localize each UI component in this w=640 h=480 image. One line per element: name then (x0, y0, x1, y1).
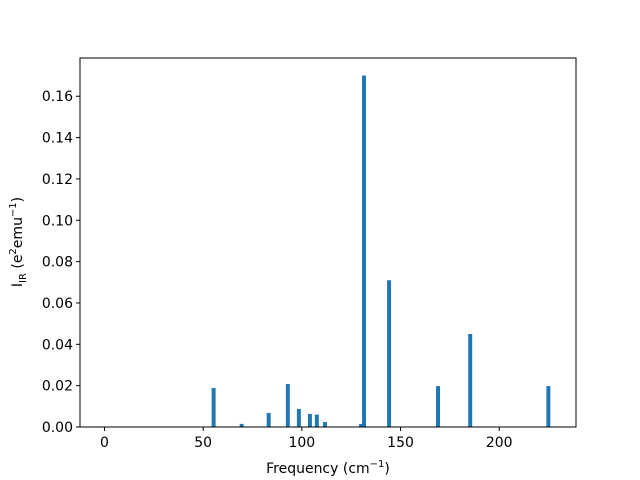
x-tick-label: 200 (486, 435, 513, 451)
bar (468, 333, 473, 427)
bar (359, 423, 364, 427)
bar (436, 386, 441, 427)
label-part: ) (384, 461, 389, 477)
bar (314, 414, 319, 427)
bar (266, 412, 271, 427)
bar (285, 384, 290, 427)
y-tick-label: 0.06 (42, 296, 73, 312)
y-tick-label: 0.16 (42, 89, 73, 105)
label-part: emu (10, 217, 26, 248)
label-part: (e (10, 255, 26, 274)
x-tick-label: 0 (100, 435, 109, 451)
bar (322, 422, 327, 427)
label-part: −1 (8, 202, 19, 217)
x-tick-label: 50 (194, 435, 212, 451)
label-part: ) (10, 197, 26, 202)
y-tick-label: 0.08 (42, 255, 73, 271)
label-part: 2 (8, 248, 19, 254)
y-tick-label: 0.00 (42, 420, 73, 436)
label-part: Frequency (cm (266, 461, 370, 477)
x-tick-label: 100 (288, 435, 315, 451)
x-axis-label: Frequency (cm−1) (266, 459, 390, 477)
bar (296, 409, 301, 427)
label-part: IR (18, 273, 29, 283)
label-part: I (10, 283, 26, 287)
bar (307, 413, 312, 427)
label-part: −1 (370, 459, 385, 470)
x-tick-label: 150 (387, 435, 414, 451)
bar (362, 75, 366, 428)
y-tick-label: 0.04 (42, 337, 73, 353)
bar (239, 423, 244, 427)
bar (546, 386, 551, 427)
y-tick-label: 0.10 (42, 213, 73, 229)
y-axis-label: IIR (e2emu−1) (8, 197, 29, 287)
y-tick-label: 0.02 (42, 379, 73, 395)
bar (387, 280, 392, 427)
bar (211, 387, 216, 427)
y-tick-label: 0.12 (42, 172, 73, 188)
axes-frame (79, 57, 577, 428)
y-tick-label: 0.14 (42, 131, 73, 147)
